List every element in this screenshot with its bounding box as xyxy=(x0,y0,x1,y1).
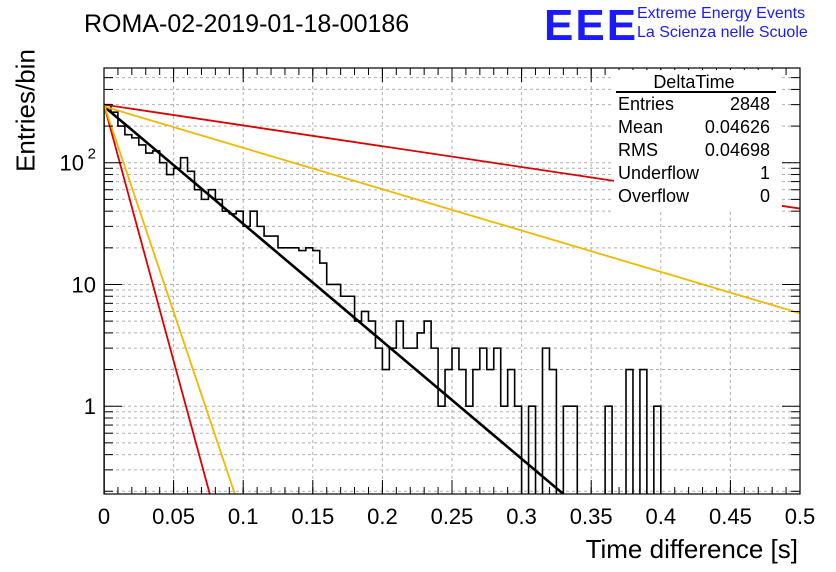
x-tick-label: 0.1 xyxy=(228,504,259,529)
run-title: ROMA-02-2019-01-18-00186 xyxy=(84,10,410,38)
y-tick-label: 10 xyxy=(60,151,84,176)
stats-title: DeltaTime xyxy=(653,72,734,92)
x-tick-label: 0.05 xyxy=(152,504,195,529)
eee-logo: EEE xyxy=(544,1,639,50)
stats-value: 0.04698 xyxy=(705,140,770,160)
x-tick-label: 0.35 xyxy=(570,504,613,529)
stats-label: RMS xyxy=(618,140,658,160)
stats-label: Underflow xyxy=(618,163,700,183)
x-tick-label: 0.2 xyxy=(367,504,398,529)
fit-curve-0 xyxy=(104,105,565,494)
y-axis-label: Entries/bin xyxy=(10,49,41,172)
x-tick-label: 0.25 xyxy=(431,504,474,529)
y-tick-label: 1 xyxy=(84,394,96,419)
stats-label: Mean xyxy=(618,117,663,137)
logo-line-2: La Scienza nelle Scuole xyxy=(637,24,808,41)
stats-value: 0.04626 xyxy=(705,117,770,137)
x-tick-label: 0.5 xyxy=(785,504,816,529)
histogram-outline xyxy=(104,103,662,494)
stats-value: 0 xyxy=(760,186,770,206)
x-axis-label: Time difference [s] xyxy=(585,534,798,564)
x-tick-label: 0.45 xyxy=(709,504,752,529)
y-tick-label-exponent: 2 xyxy=(88,146,96,163)
y-tick-label: 10 xyxy=(72,272,96,297)
stats-value: 1 xyxy=(760,163,770,183)
fit-curve-3 xyxy=(104,104,211,494)
eee-logo-text: Extreme Energy Events La Scienza nelle S… xyxy=(637,4,808,42)
fit-curve-4 xyxy=(104,104,236,494)
x-tick-label: 0.4 xyxy=(646,504,677,529)
stats-value: 2848 xyxy=(730,94,770,114)
logo-line-1: Extreme Energy Events xyxy=(637,5,806,22)
fit-curve-2 xyxy=(104,105,800,315)
x-tick-label: 0.15 xyxy=(291,504,334,529)
x-tick-label: 0 xyxy=(98,504,110,529)
stats-box-bg xyxy=(614,70,782,212)
stats-label: Entries xyxy=(618,94,674,114)
stats-label: Overflow xyxy=(618,186,690,206)
x-tick-label: 0.3 xyxy=(506,504,537,529)
